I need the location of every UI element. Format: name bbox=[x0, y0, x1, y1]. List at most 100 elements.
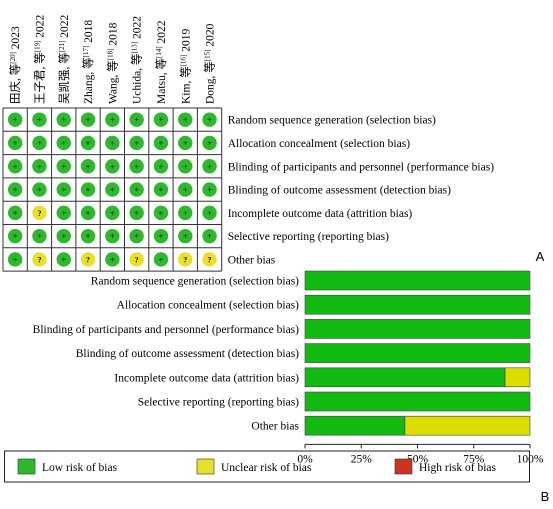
low-risk-dot bbox=[129, 159, 144, 174]
low-risk-symbol: + bbox=[159, 162, 164, 171]
study-label: Uchida, 等[13] 2022 bbox=[130, 16, 144, 104]
low-risk-dot bbox=[202, 205, 217, 221]
study-ref: [13] bbox=[131, 42, 139, 54]
low-risk-dot bbox=[56, 159, 71, 174]
low-risk-symbol: + bbox=[207, 116, 212, 125]
low-risk-symbol: + bbox=[207, 232, 212, 241]
low-risk-dot bbox=[80, 135, 96, 151]
unclear-risk-dot bbox=[32, 205, 47, 221]
low-risk-symbol: + bbox=[134, 116, 139, 125]
low-risk-symbol: + bbox=[13, 139, 18, 148]
low-risk-symbol: + bbox=[183, 116, 188, 125]
low-risk-symbol: + bbox=[110, 186, 115, 195]
low-risk-dot bbox=[56, 112, 71, 127]
low-risk-symbol: + bbox=[37, 139, 42, 148]
low-risk-dot bbox=[178, 135, 193, 151]
low-risk-symbol: + bbox=[183, 232, 188, 241]
domain-label: Blinding of outcome assessment (detectio… bbox=[228, 185, 451, 197]
low-risk-bar bbox=[304, 391, 531, 412]
low-risk-dot bbox=[153, 205, 169, 221]
study-label: Kim, 等[16] 2019 bbox=[178, 29, 192, 105]
category-label: Blinding of outcome assessment (detectio… bbox=[76, 348, 299, 360]
low-risk-symbol: + bbox=[134, 139, 139, 148]
low-risk-dot bbox=[105, 228, 120, 244]
domain-label: Other bias bbox=[228, 254, 276, 266]
low-risk-symbol: + bbox=[13, 209, 18, 218]
low-risk-symbol: + bbox=[37, 232, 42, 241]
low-risk-dot bbox=[153, 159, 169, 174]
low-risk-symbol: + bbox=[134, 209, 139, 218]
low-risk-dot bbox=[202, 159, 217, 174]
unclear-risk-symbol: ? bbox=[208, 255, 212, 264]
domain-label: Incomplete outcome data (attrition bias) bbox=[228, 208, 413, 220]
low-risk-dot bbox=[129, 112, 144, 127]
low-risk-dot bbox=[56, 135, 71, 151]
low-risk-symbol: + bbox=[134, 162, 139, 171]
study-year: 2020 bbox=[205, 23, 217, 49]
low-risk-symbol: + bbox=[37, 116, 42, 125]
low-risk-symbol: + bbox=[37, 186, 42, 195]
x-tick-label: 0% bbox=[297, 453, 313, 465]
low-risk-dot bbox=[153, 228, 169, 244]
low-risk-dot bbox=[153, 112, 169, 127]
unclear-risk-symbol: ? bbox=[37, 255, 41, 264]
study-label: 吴凯强, 等[21] 2022 bbox=[57, 14, 71, 104]
low-risk-dot bbox=[178, 182, 193, 197]
study-ref: [19] bbox=[33, 41, 41, 53]
low-risk-symbol: + bbox=[207, 186, 212, 195]
study-year: 2019 bbox=[180, 29, 192, 55]
low-risk-dot bbox=[32, 112, 47, 127]
low-risk-dot bbox=[178, 205, 193, 221]
unclear-risk-symbol: ? bbox=[37, 209, 41, 218]
legend-label: Unclear risk of bias bbox=[221, 462, 312, 474]
low-risk-dot bbox=[7, 205, 23, 221]
x-tick-label: 75% bbox=[463, 453, 485, 465]
panel-b-label: B bbox=[541, 489, 550, 504]
category-label: Allocation concealment (selection bias) bbox=[117, 300, 300, 312]
low-risk-symbol: + bbox=[183, 162, 188, 171]
low-risk-symbol: + bbox=[61, 232, 66, 241]
low-risk-dot bbox=[202, 182, 217, 197]
low-risk-symbol: + bbox=[159, 139, 164, 148]
study-year: 2022 bbox=[59, 14, 71, 40]
low-risk-dot bbox=[178, 159, 193, 174]
low-risk-symbol: + bbox=[61, 255, 66, 264]
study-label: 田庆, 等[20] 2023 bbox=[8, 26, 22, 104]
low-risk-symbol: + bbox=[61, 209, 66, 218]
x-tick-label: 50% bbox=[407, 453, 429, 465]
study-year: 2022 bbox=[156, 20, 168, 46]
study-ref: [15] bbox=[204, 50, 212, 62]
low-risk-dot bbox=[7, 112, 23, 127]
low-risk-dot bbox=[202, 228, 217, 244]
study-ref: [21] bbox=[58, 41, 66, 53]
low-risk-symbol: + bbox=[134, 186, 139, 195]
low-risk-dot bbox=[202, 135, 217, 151]
low-legend-swatch bbox=[17, 458, 36, 475]
low-risk-symbol: + bbox=[110, 209, 115, 218]
study-ref: [17] bbox=[82, 46, 90, 58]
low-risk-bar bbox=[304, 294, 531, 315]
unclear-risk-symbol: ? bbox=[86, 255, 90, 264]
low-risk-symbol: + bbox=[86, 116, 91, 125]
high-legend-swatch bbox=[394, 458, 413, 475]
low-risk-symbol: + bbox=[159, 255, 164, 264]
low-risk-dot bbox=[7, 228, 23, 244]
low-risk-dot bbox=[56, 228, 71, 244]
study-name: Wang, 等 bbox=[105, 60, 119, 104]
low-risk-dot bbox=[202, 112, 217, 127]
low-risk-symbol: + bbox=[110, 116, 115, 125]
low-risk-symbol: + bbox=[134, 232, 139, 241]
low-risk-symbol: + bbox=[159, 209, 164, 218]
panel-a-label: A bbox=[536, 249, 545, 264]
low-risk-dot bbox=[56, 182, 71, 197]
low-risk-symbol: + bbox=[159, 116, 164, 125]
category-label: Blinding of participants and personnel (… bbox=[33, 324, 300, 336]
study-ref: [16] bbox=[179, 55, 187, 67]
unclear-risk-symbol: ? bbox=[135, 255, 139, 264]
low-risk-dot bbox=[129, 205, 144, 221]
low-risk-dot bbox=[7, 159, 23, 174]
study-year: 2023 bbox=[10, 26, 22, 52]
domain-label: Random sequence generation (selection bi… bbox=[228, 115, 436, 127]
low-risk-bar bbox=[304, 415, 406, 436]
study-name: Zhang, 等 bbox=[81, 57, 95, 104]
